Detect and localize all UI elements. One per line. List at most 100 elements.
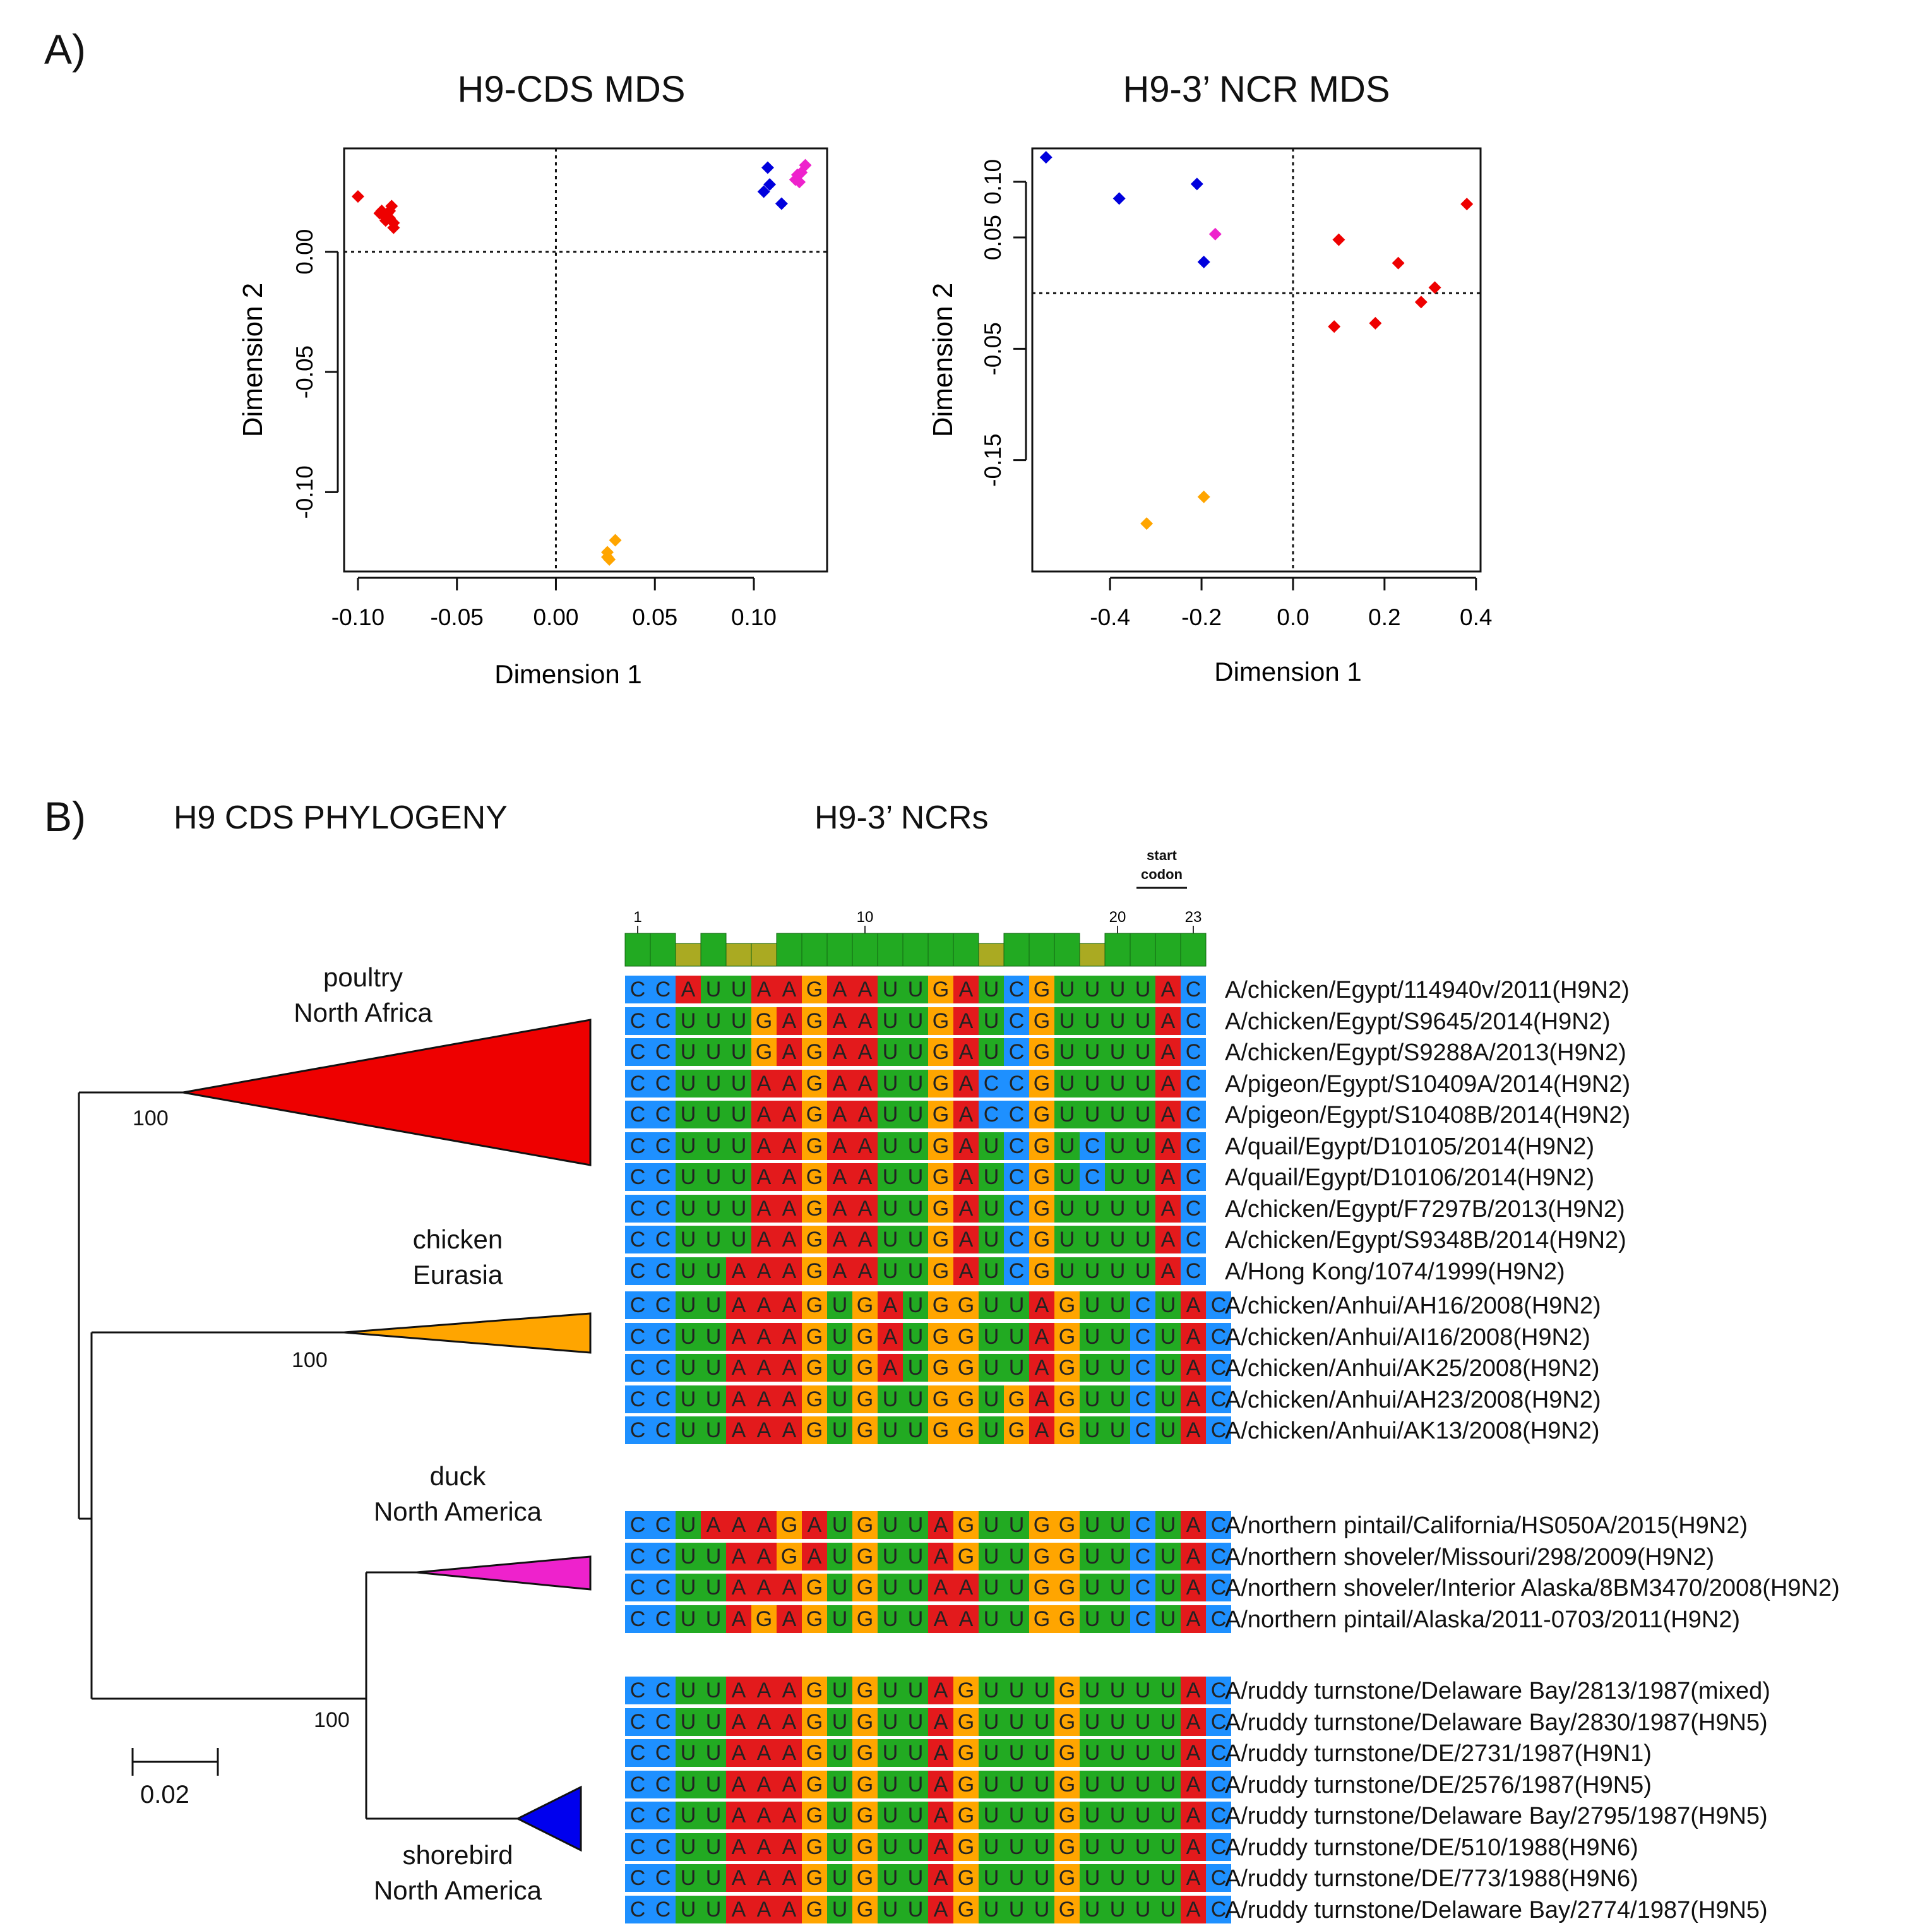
chart-1-ylabel: Dimension 2 — [237, 283, 268, 438]
sequence-label: A/ruddy turnstone/Delaware Bay/2795/1987… — [1225, 1803, 1768, 1829]
conservation-bar — [1180, 933, 1207, 967]
nucleotide-cell: G — [928, 1416, 953, 1444]
nucleotide-cell: U — [1130, 1194, 1155, 1223]
nucleotide-cell: C — [1181, 976, 1206, 1003]
nucleotide-cell: A — [928, 1708, 953, 1736]
nucleotide-cell: A — [1155, 1194, 1181, 1223]
nucleotide-cell: C — [625, 1605, 650, 1633]
nucleotide-cell: C — [625, 1038, 650, 1066]
nucleotide-cell: U — [903, 1708, 928, 1736]
nucleotide-cell: U — [1155, 1895, 1181, 1923]
nucleotide-cell: U — [1004, 1542, 1029, 1570]
nucleotide-cell: G — [953, 1322, 979, 1351]
nucleotide-cell: G — [928, 1322, 953, 1351]
nucleotide-cell: A — [726, 1257, 751, 1285]
nucleotide-cell: G — [953, 1511, 979, 1539]
nucleotide-cell: G — [1054, 1677, 1080, 1704]
nucleotide-cell: A — [827, 1007, 852, 1035]
sequence-label: A/chicken/Anhui/AK13/2008(H9N2) — [1225, 1418, 1600, 1444]
sequence-label: A/Hong Kong/1074/1999(H9N2) — [1225, 1258, 1565, 1285]
nucleotide-cell: U — [903, 976, 928, 1003]
data-point — [387, 221, 400, 234]
data-point — [763, 178, 777, 191]
nucleotide-cell: A — [827, 1101, 852, 1128]
nucleotide-cell: G — [852, 1802, 878, 1829]
nucleotide-cell: G — [1054, 1864, 1080, 1892]
conservation-bar — [624, 933, 651, 967]
nucleotide-cell: U — [701, 1007, 726, 1035]
nucleotide-cell: C — [1181, 1101, 1206, 1128]
conservation-bar — [1104, 933, 1131, 967]
nucleotide-cell: U — [676, 1291, 701, 1319]
nucleotide-cell: U — [1080, 1677, 1105, 1704]
nucleotide-cell: U — [827, 1833, 852, 1861]
nucleotide-cell: U — [1105, 1802, 1130, 1829]
nucleotide-cell: U — [1130, 1770, 1155, 1798]
nucleotide-cell: U — [1130, 976, 1155, 1003]
alignment-ruler: 1 10 20 23 — [624, 887, 1207, 967]
nucleotide-cell: G — [852, 1864, 878, 1892]
nucleotide-cell: U — [726, 1163, 751, 1191]
nucleotide-cell: U — [979, 1770, 1004, 1798]
data-point — [1328, 320, 1341, 333]
conservation-bar — [1079, 943, 1106, 967]
nucleotide-cell: G — [852, 1385, 878, 1413]
nucleotide-cell: A — [1181, 1574, 1206, 1601]
nucleotide-cell: U — [903, 1416, 928, 1444]
nucleotide-cell: G — [802, 1770, 827, 1798]
nucleotide-cell: U — [701, 1708, 726, 1736]
nucleotide-cell: C — [1130, 1385, 1155, 1413]
nucleotide-cell: C — [1206, 1770, 1231, 1798]
nucleotide-cell: A — [1155, 976, 1181, 1003]
nucleotide-cell: U — [979, 1163, 1004, 1191]
nucleotide-cell: A — [726, 1739, 751, 1767]
nucleotide-cell: U — [903, 1770, 928, 1798]
nucleotide-cell: U — [1105, 1322, 1130, 1351]
nucleotide-cell: C — [1004, 1007, 1029, 1035]
data-point — [600, 546, 614, 559]
nucleotide-cell: U — [827, 1322, 852, 1351]
nucleotide-cell: U — [878, 1257, 903, 1285]
nucleotide-cell: G — [953, 1833, 979, 1861]
nucleotide-cell: U — [1105, 1354, 1130, 1382]
nucleotide-cell: G — [802, 1833, 827, 1861]
sequence-label: A/chicken/Egypt/114940v/2011(H9N2) — [1225, 977, 1630, 1003]
nucleotide-cell: U — [1105, 1007, 1130, 1035]
nucleotide-cell: U — [1080, 1069, 1105, 1098]
nucleotide-cell: U — [1130, 1708, 1155, 1736]
nucleotide-cell: C — [650, 1833, 676, 1861]
nucleotide-cell: C — [650, 1542, 676, 1570]
nucleotide-cell: A — [777, 1069, 802, 1098]
nucleotide-cell: C — [650, 1194, 676, 1223]
nucleotide-cell: C — [625, 1354, 650, 1382]
nucleotide-cell: U — [1080, 1226, 1105, 1253]
nucleotide-cell: G — [928, 1226, 953, 1253]
x-tick-label: -0.4 — [1090, 604, 1130, 630]
sequence-label: A/northern shoveler/Missouri/298/2009(H9… — [1225, 1543, 1715, 1570]
nucleotide-cell: A — [726, 1291, 751, 1319]
nucleotide-cell: U — [903, 1802, 928, 1829]
nucleotide-cell: A — [751, 1416, 777, 1444]
nucleotide-cell: U — [1054, 1132, 1080, 1160]
nucleotide-cell: U — [726, 1038, 751, 1066]
nucleotide-cell: G — [1054, 1770, 1080, 1798]
nucleotide-cell: G — [1054, 1322, 1080, 1351]
nucleotide-cell: G — [953, 1739, 979, 1767]
nucleotide-cell: U — [701, 1132, 726, 1160]
nucleotide-cell: U — [676, 1605, 701, 1633]
nucleotide-cell: U — [1054, 1007, 1080, 1035]
nucleotide-cell: U — [726, 1101, 751, 1128]
nucleotide-cell: C — [1004, 1101, 1029, 1128]
nucleotide-cell: C — [1004, 1163, 1029, 1191]
clade-line1: shorebird — [402, 1840, 513, 1870]
nucleotide-cell: U — [1155, 1708, 1181, 1736]
nucleotide-cell: G — [802, 1257, 827, 1285]
nucleotide-cell: G — [1054, 1574, 1080, 1601]
